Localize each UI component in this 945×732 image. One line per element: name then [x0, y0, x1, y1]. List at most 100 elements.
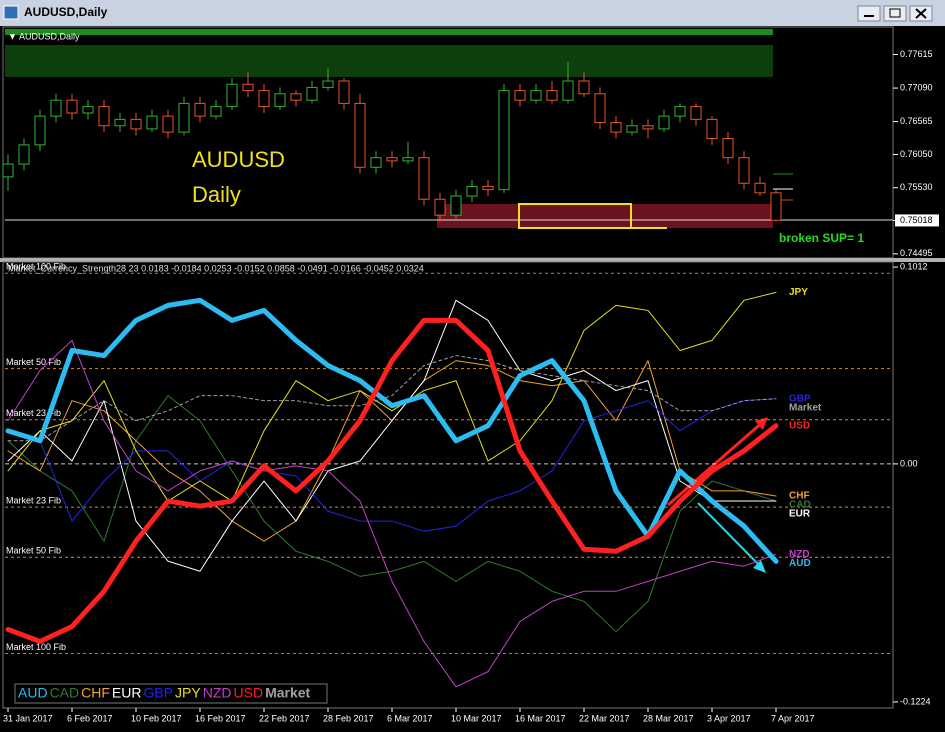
- candle-body: [258, 90, 270, 108]
- candle-body: [578, 80, 590, 95]
- series-end-label: USD: [789, 420, 810, 431]
- down-arrow-head: [753, 560, 766, 573]
- resistance-band: [5, 29, 773, 35]
- candle-body: [610, 122, 622, 133]
- x-tick-label: 28 Mar 2017: [643, 713, 694, 723]
- candle-body: [130, 118, 142, 130]
- candle-body: [402, 157, 414, 162]
- support-zone: [437, 204, 773, 228]
- y-tick-label: 0.00: [900, 458, 918, 468]
- candle-body: [722, 138, 734, 159]
- x-tick-label: 16 Mar 2017: [515, 713, 566, 723]
- x-tick-label: 31 Jan 2017: [3, 713, 53, 723]
- series-end-label: Market: [789, 402, 822, 413]
- series-end-label: CHF: [789, 491, 810, 502]
- x-tick-label: 10 Feb 2017: [131, 713, 182, 723]
- legend-entry: EUR: [112, 685, 142, 701]
- y-tick-label: 0.76050: [900, 149, 933, 159]
- resistance-zone: [5, 45, 773, 77]
- candle-body: [530, 90, 542, 101]
- candle-body: [754, 182, 766, 194]
- candle-body: [546, 90, 558, 101]
- fib-label: Market 23 Fib: [6, 495, 61, 505]
- series-end-label: NZD: [789, 549, 810, 560]
- fib-label: Market 50 Fib: [6, 546, 61, 556]
- series-end-label: CAD: [789, 500, 811, 511]
- candle-body: [562, 80, 574, 101]
- candle-body: [498, 90, 510, 191]
- candle-body: [178, 102, 190, 133]
- window-buttons: [857, 5, 933, 22]
- indicator-title: Market_Currency_Strength28 23 0.0183 -0.…: [8, 263, 424, 273]
- candle-body: [450, 195, 462, 216]
- y-tick-label: 0.1012: [900, 261, 928, 271]
- strength-line: [7, 291, 777, 502]
- candle-body: [82, 106, 94, 114]
- candle-body: [674, 106, 686, 117]
- candle-body: [274, 93, 286, 108]
- candle-body: [34, 115, 46, 146]
- y-tick-label: 0.76565: [900, 116, 933, 126]
- window-icon: [3, 5, 19, 20]
- y-tick-label: 0.75530: [900, 182, 933, 192]
- candle-body: [146, 115, 158, 130]
- candle-body: [594, 93, 606, 124]
- maximize-glyph: [889, 8, 901, 18]
- legend-entry: Market: [265, 685, 310, 701]
- legend-entry: CAD: [50, 685, 80, 701]
- window-title: AUDUSD,Daily: [24, 5, 108, 19]
- candle-body: [338, 80, 350, 104]
- candle-body: [642, 125, 654, 130]
- maximize-button[interactable]: [883, 5, 907, 22]
- indicator-panel-frame: [2, 261, 894, 709]
- candle-body: [98, 106, 110, 127]
- x-tick-label: 6 Feb 2017: [67, 713, 113, 723]
- legend-entry: NZD: [203, 685, 232, 701]
- panel-label: AUDUSD,Daily: [19, 31, 80, 41]
- panel-splitter: [0, 258, 945, 262]
- candle-body: [482, 185, 494, 191]
- candle-body: [514, 90, 526, 101]
- candle-body: [706, 118, 718, 140]
- candle-body: [50, 99, 62, 117]
- x-tick-label: 3 Apr 2017: [707, 713, 751, 723]
- candle-body: [226, 83, 238, 108]
- x-tick-label: 10 Mar 2017: [451, 713, 502, 723]
- x-tick-label: 16 Feb 2017: [195, 713, 246, 723]
- candle-body: [658, 115, 670, 130]
- candle-body: [770, 192, 782, 221]
- candle-body: [690, 106, 702, 120]
- up-arrow-head: [755, 417, 768, 430]
- series-end-label: GBP: [789, 393, 811, 404]
- candle-body: [194, 102, 206, 117]
- minimize-button[interactable]: [857, 5, 881, 22]
- close-glyph: [915, 8, 927, 19]
- candle-body: [18, 144, 30, 165]
- candle-body: [66, 99, 78, 114]
- up-arrow: [667, 418, 766, 507]
- series-end-label: JPY: [789, 287, 808, 298]
- candle-body: [466, 185, 478, 197]
- symbol-annotation: AUDUSD: [192, 147, 285, 172]
- candle-body: [290, 93, 302, 101]
- legend-entry: AUD: [18, 685, 48, 701]
- legend-entry: JPY: [175, 685, 201, 701]
- x-tick-label: 22 Feb 2017: [259, 713, 310, 723]
- candle-body: [162, 115, 174, 133]
- y-tick-label: 0.74495: [900, 248, 933, 258]
- candle-body: [114, 118, 126, 127]
- y-tick-label: 0.75018: [900, 215, 933, 225]
- series-end-label: EUR: [789, 509, 811, 520]
- candle-body: [370, 157, 382, 168]
- candle-body: [434, 198, 446, 216]
- strength-line: [7, 339, 777, 688]
- fib-label: Market 100 Fib: [6, 642, 66, 652]
- plot-layer: 0.77615 0.77090 0.76565 0.76050 0.75530 0.750…: [2, 49, 939, 723]
- fib-label: Market 100 Fib: [6, 262, 66, 272]
- candle-body: [210, 106, 222, 117]
- highlight-box: [518, 203, 632, 229]
- candle-body: [418, 157, 430, 200]
- candle-body: [2, 163, 14, 178]
